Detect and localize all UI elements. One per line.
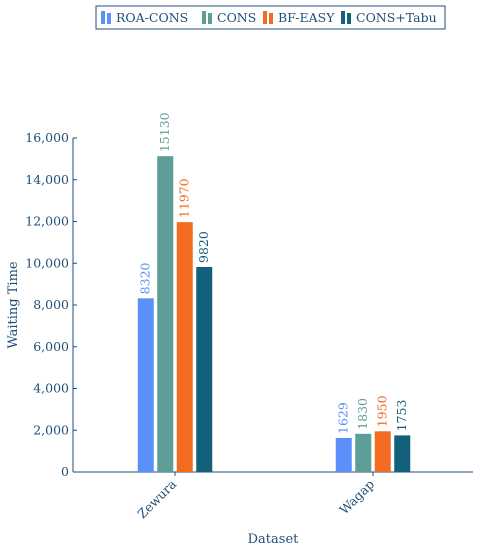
y-axis-label: Waiting Time <box>6 261 21 349</box>
legend-label: BF-EASY <box>278 10 335 25</box>
bar <box>355 433 372 472</box>
y-tick-label: 4,000 <box>33 381 69 396</box>
y-tick-label: 12,000 <box>25 214 69 229</box>
bars <box>137 156 411 472</box>
x-tick-label: Zewura <box>134 476 179 521</box>
y-tick-label: 16,000 <box>25 130 69 145</box>
legend-swatch <box>347 13 351 24</box>
legend-swatch <box>107 13 111 24</box>
legend-swatch <box>269 13 273 24</box>
data-labels: 8320 1629 15130 1830 11970 1950 9820 1753 <box>138 112 410 434</box>
bar <box>394 435 411 472</box>
bar <box>335 437 352 472</box>
legend: ROA-CONS CONS BF-EASY CONS+Tabu <box>95 5 446 30</box>
y-tick-label: 14,000 <box>25 172 69 187</box>
x-tick-label: Wagap <box>336 477 377 518</box>
data-label: 9820 <box>196 231 211 263</box>
y-tick-label: 8,000 <box>33 297 69 312</box>
legend-label: CONS+Tabu <box>356 10 437 25</box>
legend-swatch <box>208 13 212 24</box>
data-label: 1830 <box>355 398 370 430</box>
data-label: 8320 <box>138 262 153 294</box>
legend-label: ROA-CONS <box>116 10 188 25</box>
data-label: 11970 <box>177 178 192 218</box>
data-label: 1950 <box>375 395 390 427</box>
bar <box>374 431 391 472</box>
data-label: 1629 <box>336 402 351 434</box>
bar <box>176 222 193 472</box>
data-label: 1753 <box>394 400 409 432</box>
data-label: 15130 <box>157 112 172 152</box>
legend-swatch <box>202 11 206 24</box>
bar <box>157 156 174 472</box>
x-axis-label: Dataset <box>248 532 300 547</box>
y-tick-label: 6,000 <box>33 339 69 354</box>
y-tick-label: 0 <box>61 464 69 479</box>
bar <box>196 267 213 472</box>
legend-swatch <box>341 11 345 24</box>
legend-swatch <box>101 11 105 24</box>
y-tick-label: 10,000 <box>25 255 69 270</box>
legend-swatch <box>263 11 267 24</box>
legend-label: CONS <box>217 10 256 25</box>
y-tick-label: 2,000 <box>33 422 69 437</box>
bar <box>137 298 154 472</box>
